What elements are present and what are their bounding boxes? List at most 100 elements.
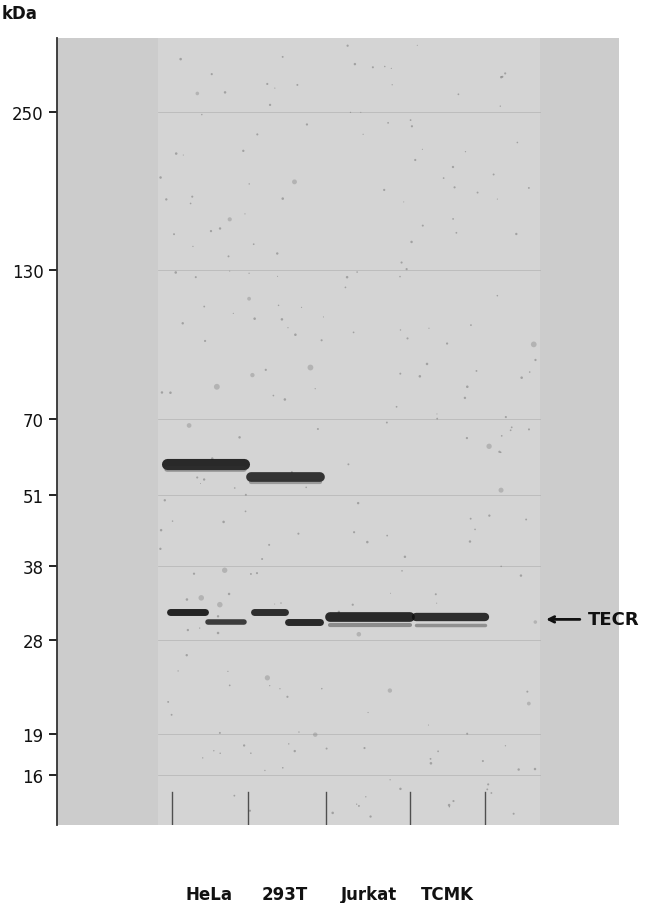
Point [270,597,280,611]
Point [293,526,304,541]
Point [395,782,406,796]
Point [235,431,245,445]
Point [301,480,311,495]
Point [224,250,234,265]
Point [424,321,434,336]
Point [248,237,259,252]
Point [396,564,407,579]
Point [432,596,442,610]
Point [515,569,526,583]
Point [264,538,274,553]
Point [363,705,373,720]
Point [348,326,359,340]
Point [343,458,354,472]
Point [215,222,226,237]
Point [500,410,511,424]
Text: Jurkat: Jurkat [341,885,397,903]
Point [362,535,372,550]
Point [500,67,510,81]
Point [415,369,425,384]
Point [430,587,441,601]
Point [382,416,392,431]
Point [257,552,267,566]
Point [465,535,475,549]
Point [448,161,458,175]
Point [229,481,240,496]
Point [228,307,239,321]
Point [317,334,327,349]
Point [218,515,229,529]
Point [448,212,458,227]
Point [380,61,390,75]
Point [396,256,407,271]
Point [444,800,454,815]
Point [223,665,233,679]
Point [272,270,283,284]
Point [352,265,362,280]
Bar [159,39,541,825]
Point [350,58,360,72]
Point [212,380,222,395]
Point [163,695,174,710]
Point [294,725,304,740]
Point [318,311,329,325]
Point [177,317,188,331]
Point [412,39,423,53]
Point [398,195,409,209]
Point [345,106,356,120]
Point [406,236,417,250]
Point [282,690,293,704]
Point [252,128,263,143]
Point [224,265,235,279]
Point [283,321,293,336]
Point [385,773,395,787]
Point [195,477,205,491]
Point [417,219,428,234]
Point [333,605,344,619]
Point [348,598,358,612]
Point [187,191,198,205]
Point [506,424,516,438]
Point [410,154,421,168]
Point [287,465,297,479]
Point [508,806,519,821]
Point [199,300,209,314]
Point [261,363,271,377]
Point [265,679,275,694]
Point [387,79,397,93]
Point [391,400,402,414]
Point [176,52,186,67]
Point [184,419,194,433]
Text: HeLa: HeLa [185,885,233,903]
Point [169,228,179,242]
Point [386,62,396,77]
Point [213,610,223,624]
Point [214,726,225,740]
Point [426,756,436,770]
Point [530,353,541,368]
Point [432,407,442,422]
Point [422,358,432,372]
Point [289,744,300,759]
Text: 293T: 293T [262,885,308,903]
Point [166,708,177,722]
Point [492,289,502,303]
Point [313,423,323,437]
Point [239,739,250,753]
Point [473,186,483,200]
Point [496,70,506,85]
Point [161,193,172,208]
Point [155,542,166,556]
Point [214,598,225,612]
Point [328,805,338,820]
Point [439,172,449,186]
Point [244,293,254,307]
Point [500,739,511,753]
Point [289,175,300,190]
Point [497,70,508,85]
Point [495,445,506,460]
Point [302,118,312,133]
Point [395,367,406,381]
Point [280,393,290,407]
Point [276,596,286,610]
